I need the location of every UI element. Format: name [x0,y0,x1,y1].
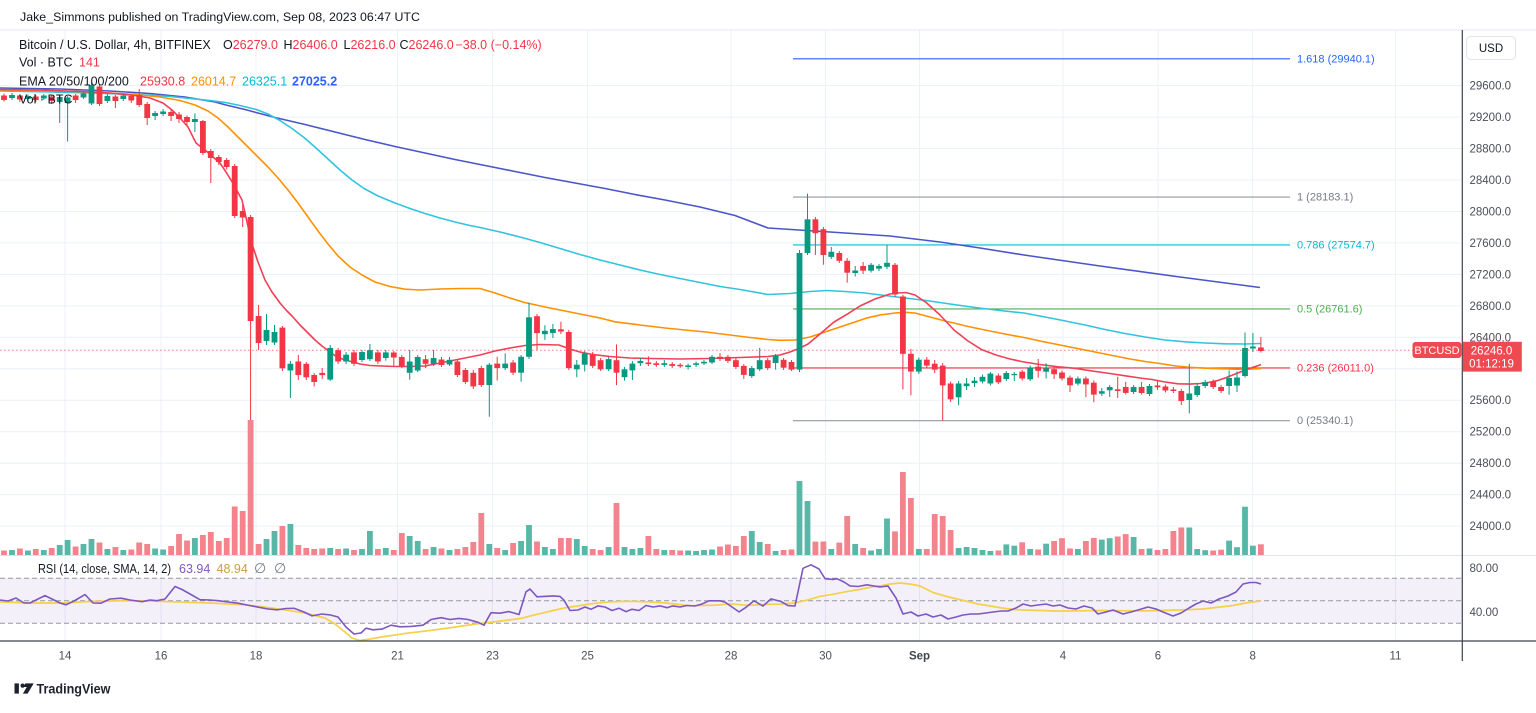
svg-text:Jake_Simmons published on Trad: Jake_Simmons published on TradingView.co… [20,10,420,24]
svg-text:TradingView: TradingView [37,682,111,697]
svg-text:0.5 (26761.6): 0.5 (26761.6) [1297,303,1362,315]
svg-text:Bitcoin / U.S. Dollar, 4h, BIT: Bitcoin / U.S. Dollar, 4h, BITFINEX O2627… [19,38,542,52]
svg-text:18: 18 [250,651,263,663]
svg-text:01:12:19: 01:12:19 [1469,359,1514,371]
svg-text:USD: USD [1479,43,1503,55]
svg-text:Sep: Sep [909,651,930,663]
svg-text:40.00: 40.00 [1470,607,1499,619]
svg-text:21: 21 [391,651,404,663]
svg-text:27600.0: 27600.0 [1470,238,1512,250]
svg-text:29600.0: 29600.0 [1470,81,1512,93]
svg-text:0 (25340.1): 0 (25340.1) [1297,415,1353,427]
svg-text:4: 4 [1060,651,1067,663]
svg-text:28: 28 [725,651,738,663]
svg-text:30: 30 [819,651,832,663]
svg-text:25200.0: 25200.0 [1470,427,1512,439]
svg-text:25600.0: 25600.0 [1470,395,1512,407]
svg-text:11: 11 [1390,651,1402,663]
svg-text:26246.0: 26246.0 [1471,346,1513,358]
svg-text:0.236 (26011.0): 0.236 (26011.0) [1297,362,1374,374]
svg-text:1 (28183.1): 1 (28183.1) [1297,192,1353,204]
svg-text:16: 16 [155,651,168,663]
svg-text:28000.0: 28000.0 [1470,207,1512,219]
svg-text:BTCUSD: BTCUSD [1414,345,1459,357]
svg-text:RSI (14, close, SMA, 14, 2)63.: RSI (14, close, SMA, 14, 2) 63.94 48.94 ∅ ∅ [38,560,286,576]
svg-text:24800.0: 24800.0 [1470,458,1512,470]
svg-text:25: 25 [581,651,594,663]
svg-text:28400.0: 28400.0 [1470,175,1512,187]
svg-text:26800.0: 26800.0 [1470,301,1512,313]
svg-text:1.618 (29940.1): 1.618 (29940.1) [1297,53,1375,65]
svg-text:26400.0: 26400.0 [1470,332,1512,344]
svg-text:27200.0: 27200.0 [1470,269,1512,281]
svg-text:14: 14 [59,651,72,663]
svg-text:6: 6 [1155,651,1161,663]
svg-text:23: 23 [486,651,499,663]
svg-text:29200.0: 29200.0 [1470,112,1512,124]
svg-text:24400.0: 24400.0 [1470,490,1512,502]
svg-text:Vol · BTC: Vol · BTC [19,93,73,107]
svg-text:24000.0: 24000.0 [1470,521,1512,533]
svg-text:28800.0: 28800.0 [1470,144,1512,156]
svg-text:8: 8 [1249,651,1255,663]
svg-text:80.00: 80.00 [1470,563,1499,575]
svg-text:0.786 (27574.7): 0.786 (27574.7) [1297,239,1375,251]
